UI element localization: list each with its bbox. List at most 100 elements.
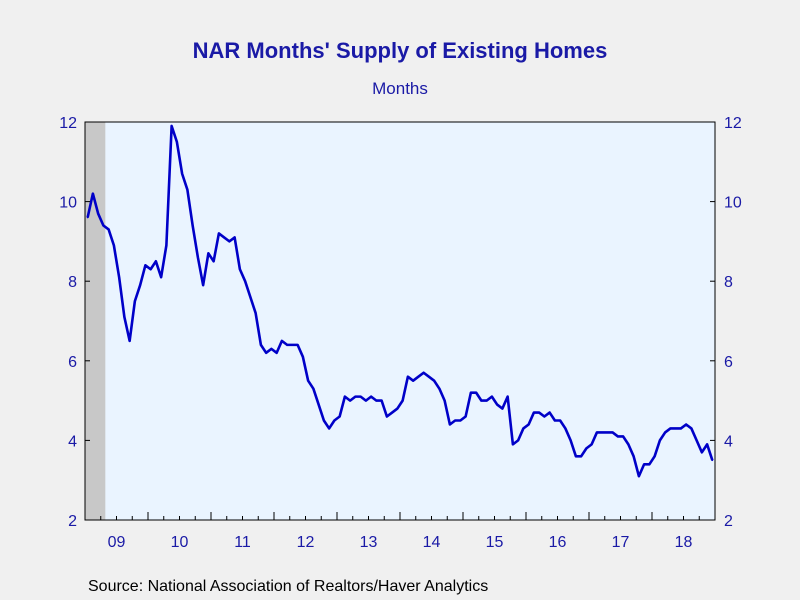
chart-title: NAR Months' Supply of Existing Homes (192, 38, 608, 63)
data-point (428, 375, 430, 378)
data-point (622, 435, 624, 438)
data-point (485, 399, 488, 402)
x-tick-label: 12 (297, 534, 315, 551)
data-point (228, 240, 231, 243)
data-point (559, 419, 561, 422)
y-tick-label-right: 8 (724, 274, 733, 291)
x-tick-label: 10 (171, 534, 189, 551)
data-point (375, 399, 378, 402)
y-tick-label-right: 10 (724, 195, 742, 212)
x-tick-label: 15 (486, 534, 504, 551)
plot-area (85, 122, 715, 520)
data-point (260, 344, 262, 346)
data-point (543, 415, 546, 418)
data-point (186, 188, 189, 191)
data-point (517, 439, 519, 442)
data-point (617, 435, 619, 438)
data-point (433, 379, 435, 382)
data-point (459, 419, 462, 422)
data-point (627, 443, 630, 446)
data-point (611, 431, 614, 434)
data-point (86, 216, 89, 219)
data-point (328, 427, 330, 430)
data-point (480, 399, 483, 402)
data-point (207, 252, 210, 255)
data-point (632, 455, 635, 458)
data-point (711, 459, 714, 462)
data-point (454, 419, 456, 422)
data-point (706, 443, 708, 446)
data-point (690, 427, 693, 430)
data-point (538, 411, 540, 414)
y-tick-label-left: 10 (59, 195, 77, 212)
data-point (123, 316, 126, 318)
data-point (165, 244, 168, 247)
y-tick-label-right: 12 (724, 115, 742, 132)
data-point (386, 415, 388, 418)
y-tick-label-left: 8 (68, 274, 77, 291)
chart-source: Source: National Association of Realtors… (88, 578, 489, 595)
data-point (512, 443, 514, 446)
data-point (422, 371, 425, 374)
data-point (506, 395, 509, 398)
data-point (533, 411, 535, 414)
data-point (92, 192, 94, 195)
data-point (160, 276, 162, 279)
data-point (333, 419, 336, 422)
data-point (128, 340, 131, 342)
data-point (291, 344, 294, 346)
x-tick-label: 16 (549, 534, 567, 551)
y-tick-label-left: 12 (59, 115, 77, 132)
data-point (365, 399, 367, 402)
data-point (181, 172, 183, 175)
data-point (312, 387, 315, 390)
data-point (449, 423, 451, 426)
data-point (254, 312, 257, 314)
data-point (601, 431, 603, 434)
data-point (202, 284, 204, 286)
data-point (323, 419, 325, 422)
data-point (97, 212, 99, 215)
data-point (659, 439, 661, 442)
data-point (233, 236, 236, 239)
data-point (118, 276, 120, 279)
x-tick-label: 13 (360, 534, 378, 551)
data-point (317, 403, 320, 406)
data-point (527, 423, 530, 426)
data-point (685, 423, 687, 426)
data-point (197, 256, 199, 259)
y-tick-label-left: 2 (68, 513, 77, 530)
data-point (554, 419, 556, 422)
y-tick-label-left: 6 (68, 354, 77, 371)
data-point (596, 431, 598, 434)
x-tick-label: 11 (234, 534, 251, 551)
data-point (113, 244, 115, 247)
data-point (281, 340, 283, 342)
data-point (149, 268, 152, 271)
data-point (412, 379, 414, 382)
data-point (244, 280, 246, 283)
data-point (669, 427, 672, 430)
y-tick-label-right: 2 (724, 513, 733, 530)
data-point (354, 395, 357, 398)
data-point (223, 236, 225, 239)
x-tick-label: 17 (612, 534, 630, 551)
data-point (417, 375, 420, 378)
data-point (338, 415, 341, 418)
data-point (580, 455, 582, 458)
data-point (396, 407, 399, 410)
data-point (134, 300, 136, 302)
series-line (86, 124, 714, 478)
data-point (496, 403, 498, 406)
data-point (648, 463, 651, 466)
data-point (275, 352, 278, 354)
data-point (212, 260, 215, 263)
data-point (139, 284, 141, 286)
data-point (349, 399, 351, 402)
data-point (401, 399, 404, 402)
data-point (569, 439, 572, 442)
data-point (590, 443, 593, 446)
data-point (674, 427, 677, 430)
data-point (380, 399, 383, 402)
